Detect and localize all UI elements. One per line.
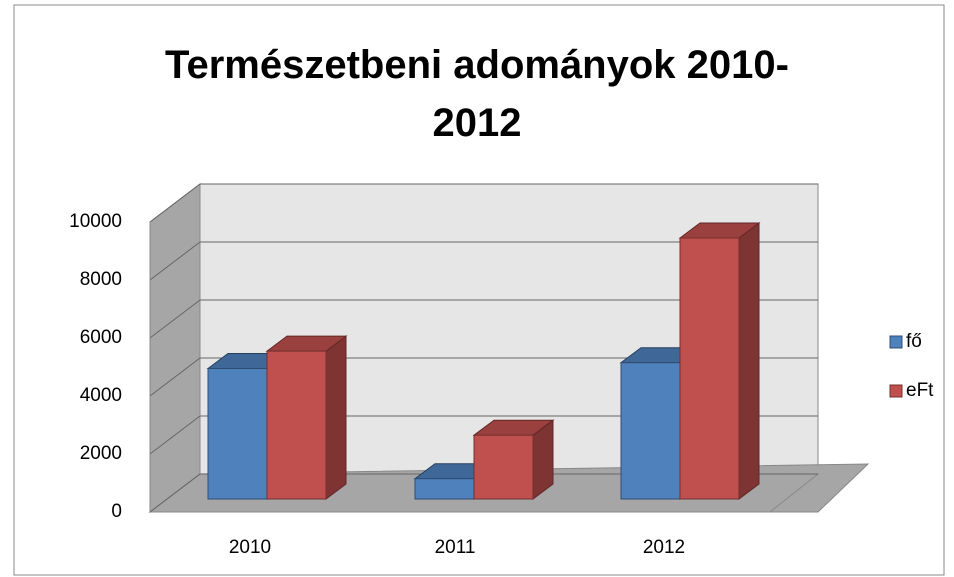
legend-swatch: [889, 384, 903, 398]
plot: 0 2000 4000 6000 8000 10000 2010 2011 2012 fő eFt: [69, 182, 934, 558]
bar: [472, 419, 555, 500]
x-tick-label: 2011: [435, 537, 476, 558]
grid-line: [149, 241, 201, 281]
y-tick-label: 8000: [80, 269, 122, 290]
bar-front: [266, 350, 327, 500]
y-tick-label: 4000: [80, 385, 122, 406]
y-tick-label: 0: [111, 501, 122, 522]
x-tick-label: 2012: [643, 537, 685, 558]
grid-line: [149, 183, 201, 223]
side-wall: [149, 182, 201, 514]
bar-front: [207, 368, 268, 500]
bar-side: [738, 222, 760, 500]
legend-swatch: [889, 335, 903, 349]
chart-title: Természetbeni adományok 2010-2012: [165, 43, 789, 145]
bar: [265, 335, 348, 500]
y-tick-label: 10000: [69, 211, 122, 232]
bar: [678, 222, 761, 500]
x-tick-label: 2010: [229, 537, 271, 558]
grid-line: [149, 357, 201, 397]
bar-front: [679, 237, 740, 500]
bar-side: [325, 335, 347, 500]
legend-label: fő: [906, 331, 922, 352]
bar-front: [620, 362, 681, 500]
y-tick-label: 2000: [80, 443, 122, 464]
bar-front: [473, 434, 534, 500]
legend-label: eFt: [906, 380, 934, 401]
grid-line: [149, 299, 201, 339]
y-tick-label: 6000: [80, 327, 122, 348]
bar-front: [414, 478, 475, 500]
grid-line: [149, 473, 201, 513]
grid-line: [149, 415, 201, 455]
